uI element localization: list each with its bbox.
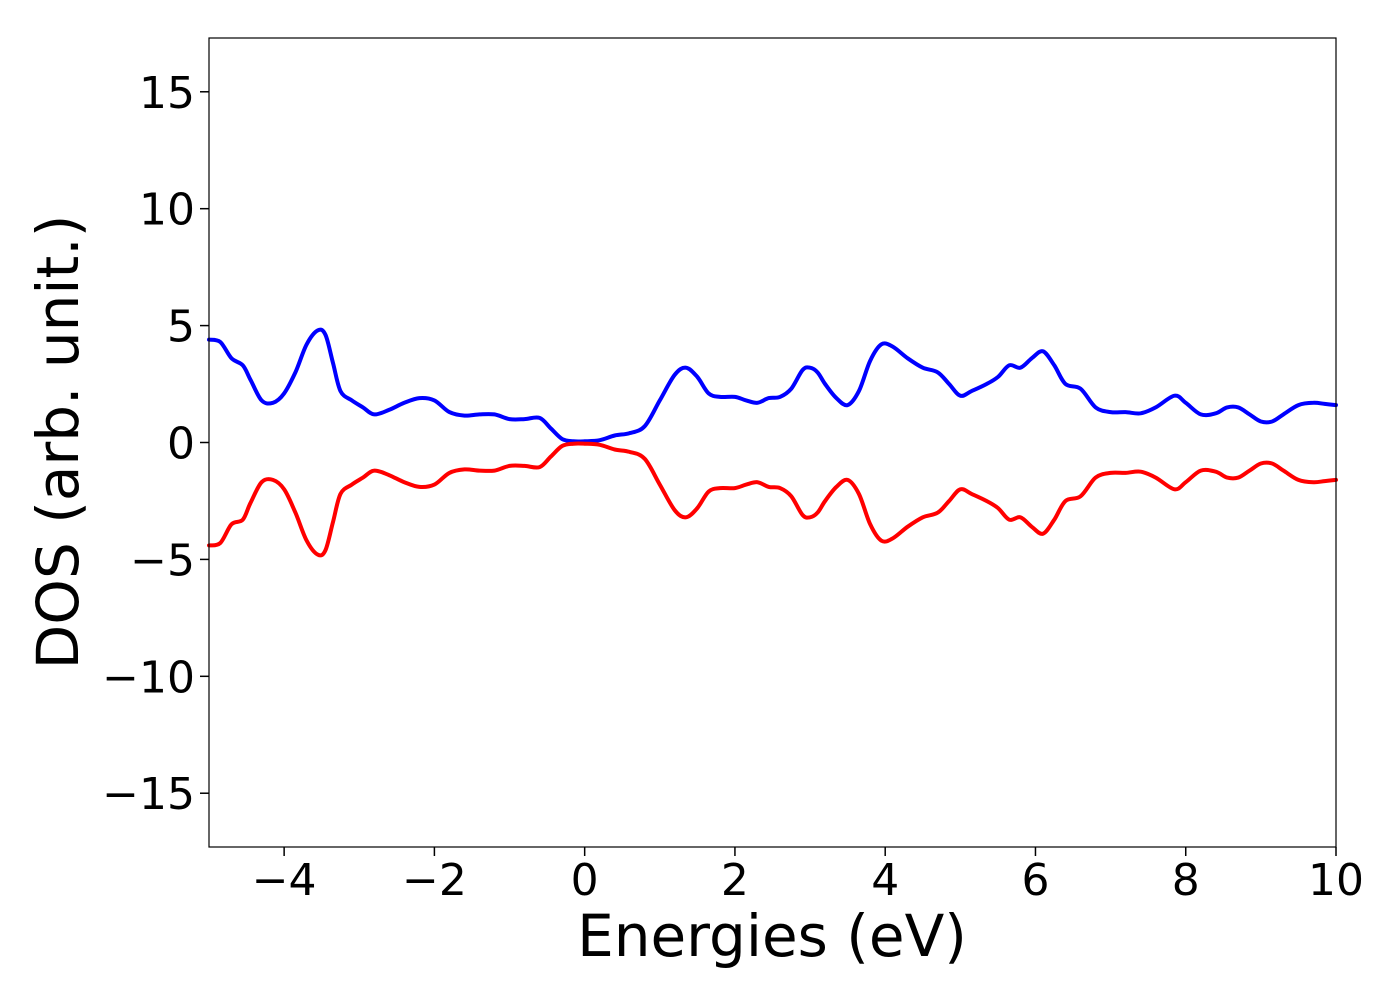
x-axis-ticks: −4 −2 0 2 4 6 8 10 (252, 847, 1364, 906)
x-tick-label: 10 (1308, 855, 1364, 906)
plot-background (209, 38, 1336, 847)
series-line-2 (207, 441, 1338, 558)
y-tick-label: −10 (102, 652, 195, 703)
x-tick-label: 0 (571, 855, 599, 906)
y-tick-label: 10 (139, 185, 195, 236)
x-tick-label: 6 (1021, 855, 1049, 906)
x-tick-label: 2 (721, 855, 749, 906)
series-line-1 (207, 327, 1338, 444)
x-axis-label: Energies (eV) (577, 902, 967, 970)
y-axis-ticks: 15 10 5 0 −5 −10 −15 (102, 68, 209, 820)
y-tick-label: −5 (130, 535, 195, 586)
x-tick-label: −2 (402, 855, 467, 906)
y-tick-label: 15 (139, 68, 195, 119)
y-axis-label: DOS (arb. unit.) (24, 215, 92, 670)
y-tick-label: −15 (102, 769, 195, 820)
plot-frame (208, 37, 1337, 848)
y-tick-label: 0 (167, 419, 195, 470)
x-tick-label: 4 (871, 855, 899, 906)
x-tick-label: 8 (1172, 855, 1200, 906)
x-tick-label: −4 (252, 855, 317, 906)
y-tick-label: 5 (167, 302, 195, 353)
series-layer (207, 327, 1338, 558)
